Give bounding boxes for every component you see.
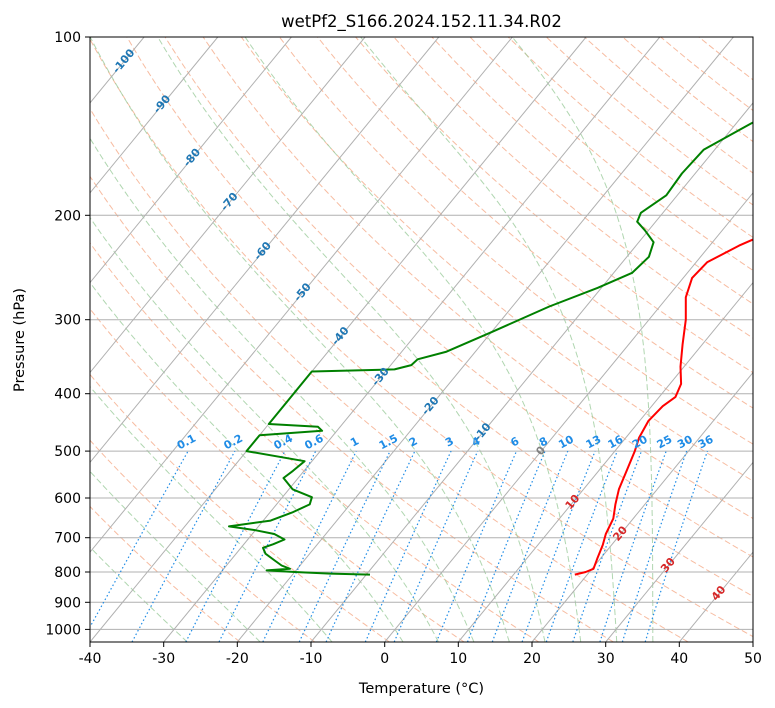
moist-adiabat-line — [90, 281, 404, 642]
dry-adiabat-line — [90, 107, 689, 642]
mixing-ratio-line — [90, 450, 189, 629]
mixing-ratio-label: 30 — [675, 433, 695, 452]
isotherm-line — [457, 281, 753, 642]
mixing-ratio-line — [218, 450, 317, 642]
moist-adiabat-line — [157, 37, 546, 642]
dry-adiabat-line — [126, 37, 753, 597]
dry-adiabat-line — [202, 37, 753, 520]
x-tick-label: -10 — [300, 651, 323, 667]
x-tick-label: -40 — [79, 651, 102, 667]
profiles — [228, 121, 753, 576]
moist-adiabat-line — [90, 137, 475, 642]
dry-adiabat-line — [164, 37, 753, 558]
mixing-ratio-line — [131, 450, 236, 642]
moist-adiabat-line — [90, 385, 333, 642]
isotherm-line — [90, 37, 366, 374]
isotherm-line — [384, 192, 753, 642]
y-tick-label: 600 — [54, 491, 81, 507]
dry-adiabat-line — [317, 37, 753, 409]
mixing-ratio-line — [393, 450, 479, 642]
y-axis: 100 200 300 400 500 600 700 800 900 1000 — [45, 30, 90, 638]
mixing-ratio-line — [644, 450, 708, 642]
mixing-ratio-label: 25 — [655, 433, 675, 452]
x-tick-label: -20 — [226, 651, 249, 667]
y-tick-label: 300 — [54, 313, 81, 329]
x-tick-label: -30 — [152, 651, 175, 667]
mixing-ratio-line — [545, 450, 618, 642]
mixing-ratio-line — [572, 450, 643, 642]
moist-adiabat-line — [244, 37, 582, 642]
dry-adiabat-line — [90, 175, 614, 642]
isotherm-line — [163, 37, 661, 642]
isotherm-line — [90, 37, 292, 284]
isotherm-line — [236, 37, 734, 642]
moist-adiabat-line — [90, 216, 439, 642]
dry-adiabat-line — [90, 242, 540, 642]
dry-adiabat-line — [90, 505, 241, 642]
y-tick-label: 100 — [54, 30, 81, 46]
mixing-ratio-line — [621, 450, 688, 642]
temperature-profile-line — [574, 238, 753, 576]
dry-adiabat-line — [90, 439, 316, 642]
y-tick-label: 800 — [54, 565, 81, 581]
isotherm-line — [90, 37, 219, 194]
x-axis-title: Temperature (°C) — [358, 681, 484, 697]
dry-adiabat-line — [90, 308, 465, 642]
mixing-ratio-label: 16 — [606, 433, 626, 452]
dry-adiabat-line — [90, 373, 390, 642]
x-tick-label: 20 — [523, 651, 541, 667]
x-axis: -40 -30 -20 -10 0 10 20 30 40 50 — [79, 642, 762, 667]
y-tick-label: 700 — [54, 531, 81, 547]
x-tick-label: 0 — [380, 651, 389, 667]
mixing-ratio-line — [491, 450, 569, 642]
isotherm-line — [90, 37, 440, 464]
dry-adiabats — [90, 37, 753, 642]
dry-adiabat-line — [90, 38, 753, 638]
plot-frame — [89, 36, 754, 643]
y-tick-label: 900 — [54, 595, 81, 611]
mixing-ratio-line — [262, 450, 357, 642]
dewpoint-profile-line — [228, 121, 753, 576]
mixing-ratio-lines — [90, 450, 708, 642]
dry-adiabat-line — [431, 37, 753, 305]
dry-adiabat-line — [355, 37, 753, 374]
y-tick-label: 400 — [54, 387, 81, 403]
plot-area: -100-90-80-70-60-50-40-30-20-10010203040… — [90, 37, 753, 642]
x-tick-label: 40 — [670, 651, 688, 667]
isotherm-line — [605, 461, 753, 642]
mixing-ratio-line — [599, 450, 667, 642]
mixing-ratio-line — [521, 450, 596, 642]
mixing-ratio-label: 20 — [630, 433, 650, 452]
chart-title: wetPf2_S166.2024.152.11.34.R02 — [281, 12, 562, 32]
mixing-ratio-line — [435, 450, 518, 642]
mixing-ratio-label: 36 — [696, 433, 716, 452]
y-tick-label: 200 — [54, 208, 81, 224]
dry-adiabat-line — [240, 37, 753, 482]
x-tick-label: 30 — [597, 651, 615, 667]
mixing-ratio-label: 13 — [584, 433, 604, 452]
moist-adiabat-line — [90, 37, 510, 642]
x-tick-label: 50 — [744, 651, 762, 667]
moist-adiabat-line — [90, 470, 261, 642]
moist-adiabats — [90, 37, 654, 642]
mixing-ratio-line — [364, 450, 452, 642]
isotherm-line — [90, 37, 587, 642]
isotherms — [90, 37, 753, 642]
x-tick-label: 10 — [449, 651, 467, 667]
y-tick-label: 1000 — [45, 622, 81, 638]
isotherm-line — [90, 37, 513, 553]
mixing-ratio-line — [466, 450, 546, 642]
isotherm-line — [531, 371, 753, 642]
y-axis-title: Pressure (hPa) — [12, 288, 28, 392]
moist-adiabat-line — [511, 37, 654, 642]
isobars — [90, 37, 753, 630]
mixing-ratio-label: 10 — [556, 433, 576, 452]
y-tick-label: 500 — [54, 444, 81, 460]
